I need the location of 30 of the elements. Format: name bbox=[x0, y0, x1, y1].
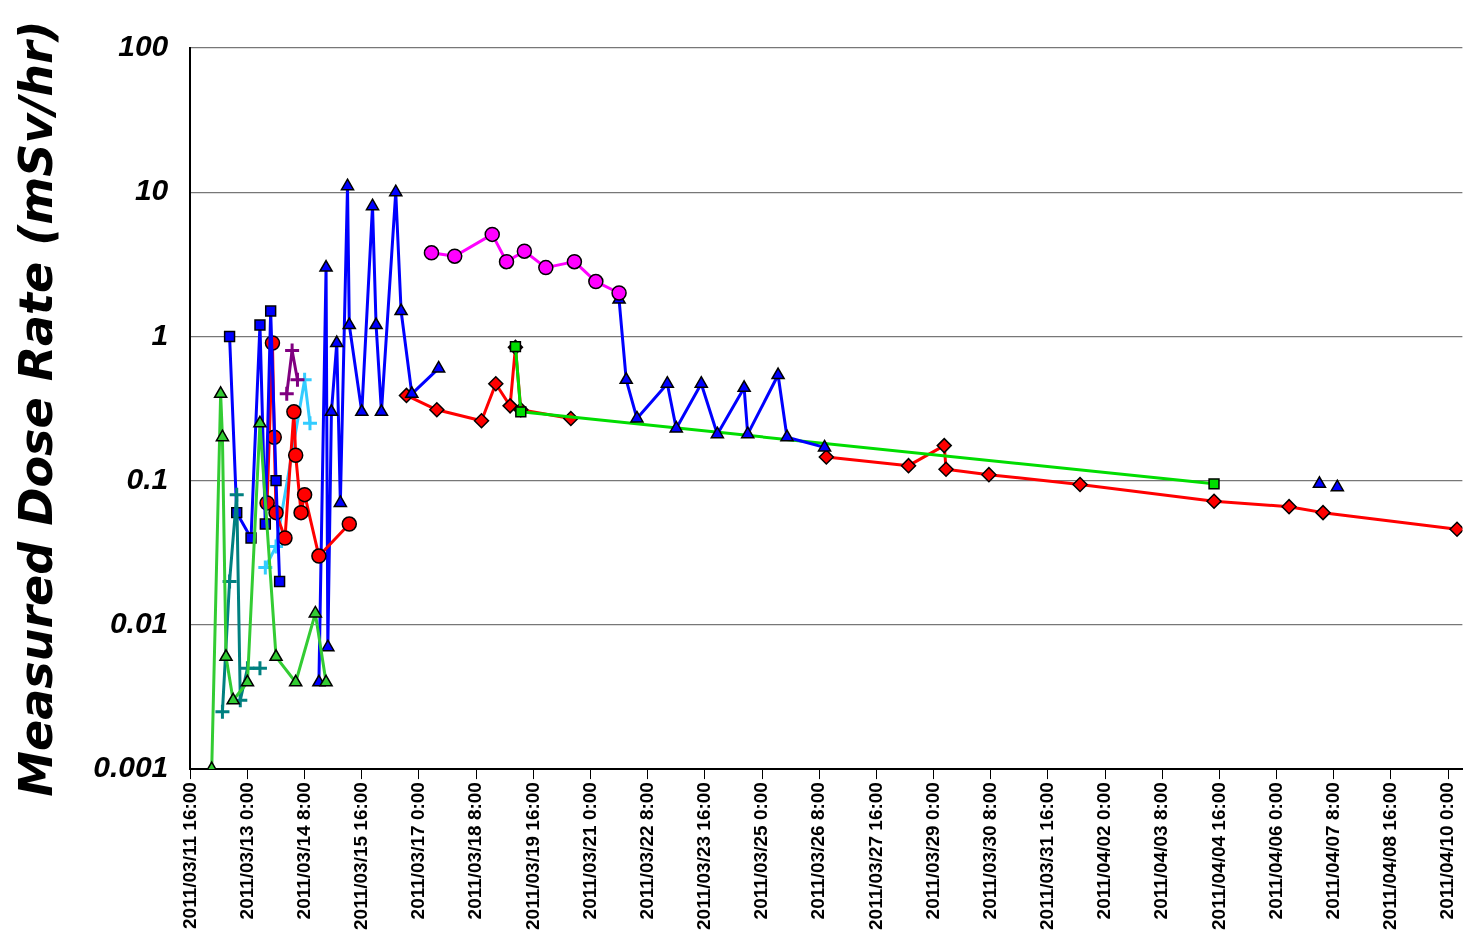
x-tick-label: 2011/03/14 8:00 bbox=[292, 782, 314, 920]
x-tick-label: 2011/04/07 8:00 bbox=[1321, 782, 1343, 920]
x-tick-label: 2011/03/11 16:00 bbox=[178, 782, 200, 929]
x-tick-label: 2011/03/29 0:00 bbox=[921, 782, 943, 920]
y-tick-label: 100 bbox=[118, 29, 169, 63]
x-tick-label: 2011/03/30 8:00 bbox=[978, 782, 1000, 920]
x-tick-label: 2011/03/17 0:00 bbox=[407, 782, 429, 920]
x-tick-label: 2011/04/06 0:00 bbox=[1264, 782, 1286, 920]
x-tick-label: 2011/03/19 16:00 bbox=[521, 782, 543, 930]
x-tick-label: 2011/04/03 8:00 bbox=[1150, 782, 1172, 920]
y-tick-label: 1 bbox=[151, 317, 169, 351]
x-tick-label: 2011/04/08 16:00 bbox=[1379, 782, 1401, 930]
x-tick-label: 2011/03/31 16:00 bbox=[1036, 782, 1058, 930]
x-tick-label: 2011/03/26 8:00 bbox=[807, 782, 829, 920]
x-tick-label: 2011/03/27 16:00 bbox=[864, 782, 886, 930]
x-tick-label: 2011/03/18 8:00 bbox=[464, 782, 486, 920]
x-tick-label: 2011/03/21 0:00 bbox=[578, 782, 600, 920]
x-tick-label: 2011/04/10 0:00 bbox=[1436, 782, 1458, 920]
x-tick-label: 2011/04/04 16:00 bbox=[1207, 782, 1229, 930]
x-tick-label: 2011/03/15 16:00 bbox=[350, 782, 372, 930]
x-tick-label: 2011/03/23 16:00 bbox=[693, 782, 715, 930]
y-tick-label: 0.001 bbox=[93, 750, 169, 784]
x-tick-label: 2011/04/02 0:00 bbox=[1093, 782, 1115, 920]
x-tick-label: 2011/03/22 8:00 bbox=[635, 782, 657, 920]
x-tick-label: 2011/03/25 0:00 bbox=[750, 782, 772, 920]
y-axis-title: Measured Dose Rate (mSv/hr) bbox=[8, 20, 63, 797]
y-tick-label: 0.01 bbox=[109, 606, 169, 640]
x-tick-label: 2011/03/13 0:00 bbox=[235, 782, 257, 920]
y-tick-label: 0.1 bbox=[126, 461, 169, 495]
y-tick-label: 10 bbox=[134, 173, 169, 207]
